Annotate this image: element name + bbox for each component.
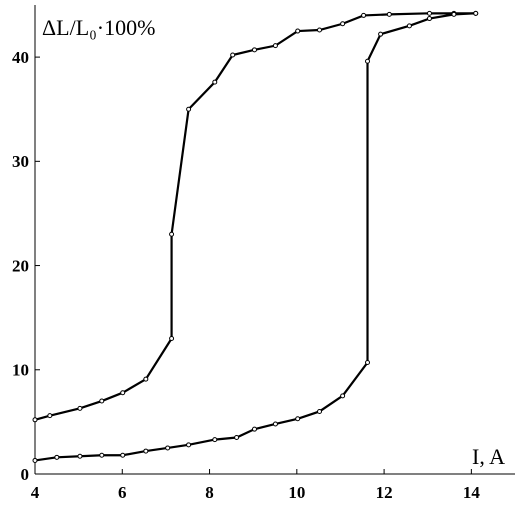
data-point	[54, 454, 60, 460]
data-point	[295, 28, 301, 34]
data-point	[426, 10, 432, 16]
data-point	[365, 58, 371, 64]
data-point	[386, 11, 392, 17]
data-point	[212, 437, 218, 443]
data-point	[234, 435, 240, 441]
data-point	[251, 426, 257, 432]
data-point	[99, 398, 105, 404]
data-point	[77, 453, 83, 459]
data-point	[317, 408, 323, 414]
x-tick-label: 12	[376, 483, 393, 502]
data-point	[143, 448, 149, 454]
x-tick-label: 14	[463, 483, 481, 502]
data-point	[32, 457, 38, 463]
series-line	[34, 12, 476, 421]
data-point	[295, 416, 301, 422]
data-point	[169, 231, 175, 237]
data-point	[317, 27, 323, 33]
data-point	[272, 421, 278, 427]
y-tick-label: 10	[12, 361, 29, 380]
data-point	[165, 445, 171, 451]
data-point	[143, 376, 149, 382]
data-point	[365, 359, 371, 365]
data-point	[212, 79, 218, 85]
y-tick-label: 30	[12, 152, 29, 171]
data-point	[378, 31, 384, 37]
data-point	[251, 47, 257, 53]
data-point	[77, 405, 83, 411]
data-point	[473, 10, 479, 16]
data-point	[186, 442, 192, 448]
data-point	[340, 21, 346, 27]
data-point	[120, 390, 126, 396]
data-point	[451, 11, 457, 17]
data-point	[426, 16, 432, 22]
series-line	[34, 12, 476, 462]
data-point	[120, 452, 126, 458]
data-point	[99, 452, 105, 458]
y-tick-label: 0	[21, 465, 30, 484]
data-point	[186, 106, 192, 112]
y-tick-label: 20	[12, 256, 29, 275]
x-tick-label: 8	[205, 483, 214, 502]
x-tick-label: 6	[118, 483, 127, 502]
data-point	[361, 12, 367, 18]
x-tick-label: 4	[31, 483, 40, 502]
data-point	[340, 393, 346, 399]
x-axis-label: I, A	[472, 444, 505, 469]
data-point	[169, 336, 175, 342]
data-point	[272, 43, 278, 49]
data-point	[32, 417, 38, 423]
data-point	[406, 23, 412, 29]
x-tick-label: 10	[288, 483, 305, 502]
y-axis-label: ΔL/L₀·100%	[42, 15, 155, 40]
data-point	[230, 52, 236, 58]
y-tick-label: 40	[12, 48, 29, 67]
data-point	[47, 413, 53, 419]
